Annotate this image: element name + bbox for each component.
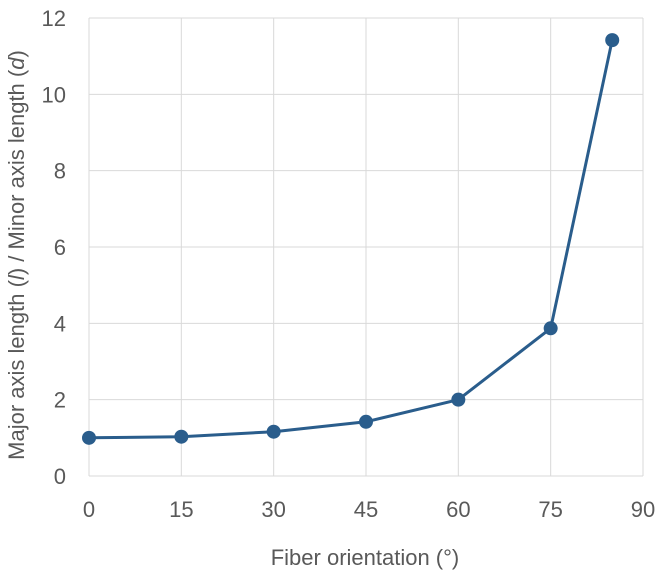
data-series [82, 33, 620, 445]
x-tick-label: 75 [538, 497, 562, 522]
x-tick-label: 15 [169, 497, 193, 522]
y-tick-label: 4 [54, 311, 66, 336]
y-axis-title-part: ) [4, 50, 29, 57]
data-point [605, 33, 620, 48]
grid-lines [88, 17, 644, 477]
x-axis-tick-labels: 0 15 30 45 60 75 90 [83, 497, 655, 522]
data-point [174, 429, 189, 444]
x-tick-label: 30 [261, 497, 285, 522]
y-axis-title-part: ) / Minor axis length ( [4, 69, 29, 275]
x-tick-label: 45 [354, 497, 378, 522]
data-point [543, 321, 558, 336]
x-tick-label: 0 [83, 497, 95, 522]
x-axis-title: Fiber orientation (°) [271, 545, 460, 570]
y-tick-label: 2 [54, 388, 66, 413]
y-axis-title-part: d [4, 57, 29, 70]
data-point [82, 430, 96, 445]
y-axis-title-part: l [4, 274, 29, 280]
x-tick-label: 60 [446, 497, 470, 522]
y-axis-tick-labels: 0 2 4 6 8 10 12 [42, 6, 66, 489]
y-tick-label: 8 [54, 159, 66, 184]
y-tick-label: 10 [42, 82, 66, 107]
x-tick-label: 90 [631, 497, 655, 522]
y-tick-label: 12 [42, 6, 66, 31]
series-line [88, 39, 614, 440]
data-point [266, 424, 281, 439]
y-axis-title-part: Major axis length ( [4, 279, 29, 459]
data-point [359, 414, 373, 429]
data-point [451, 392, 466, 407]
y-axis-title: Major axis length (l) / Minor axis lengt… [4, 50, 29, 460]
y-tick-label: 0 [54, 464, 66, 489]
y-tick-label: 6 [54, 235, 66, 260]
